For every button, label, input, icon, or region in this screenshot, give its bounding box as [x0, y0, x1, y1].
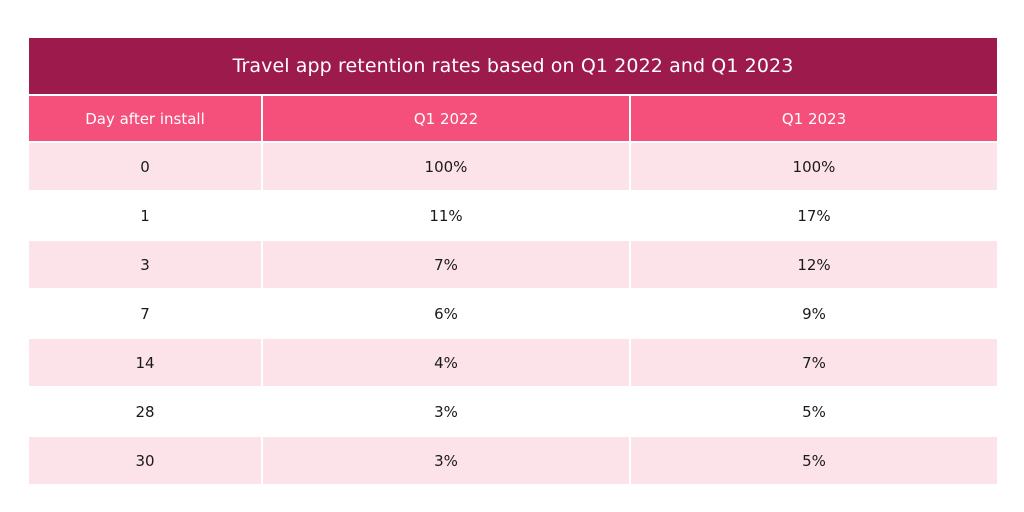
column-header-q1-2023: Q1 2023: [629, 96, 997, 141]
column-header-day: Day after install: [85, 109, 205, 128]
table-row: 14 4% 7%: [29, 337, 997, 386]
table-cell-q1-2023: 17%: [629, 192, 997, 239]
table-title: Travel app retention rates based on Q1 2…: [29, 38, 997, 96]
table-row: 3 7% 12%: [29, 239, 997, 288]
column-header-q1-2022: Q1 2022: [261, 96, 629, 141]
table-cell-day: 0: [140, 157, 150, 176]
table-cell-q1-2022: 4%: [261, 339, 629, 386]
table-cell-q1-2023: 5%: [629, 437, 997, 484]
table-row: 1 11% 17%: [29, 190, 997, 239]
table-cell-day: 30: [135, 451, 155, 470]
table-cell-q1-2023: 12%: [629, 241, 997, 288]
table-row: 30 3% 5%: [29, 435, 997, 484]
table-row: 7 6% 9%: [29, 288, 997, 337]
table-cell-q1-2022: 3%: [261, 388, 629, 435]
table-cell-q1-2022: 100%: [261, 143, 629, 190]
table-cell-q1-2022: 6%: [261, 290, 629, 337]
table-cell-day: 3: [140, 255, 150, 274]
table-cell-q1-2022: 3%: [261, 437, 629, 484]
table-cell-q1-2022: 11%: [261, 192, 629, 239]
table-row: 28 3% 5%: [29, 386, 997, 435]
table-cell-day: 28: [135, 402, 155, 421]
table-cell-q1-2023: 5%: [629, 388, 997, 435]
table-cell-q1-2023: 9%: [629, 290, 997, 337]
table-cell-q1-2023: 7%: [629, 339, 997, 386]
table-header-row: Day after install Q1 2022 Q1 2023: [29, 96, 997, 141]
table-cell-day: 7: [140, 304, 150, 323]
retention-table: Travel app retention rates based on Q1 2…: [29, 38, 997, 484]
table-cell-day: 14: [135, 353, 155, 372]
table-cell-day: 1: [140, 206, 150, 225]
table-cell-q1-2022: 7%: [261, 241, 629, 288]
table-cell-q1-2023: 100%: [629, 143, 997, 190]
table-row: 0 100% 100%: [29, 141, 997, 190]
